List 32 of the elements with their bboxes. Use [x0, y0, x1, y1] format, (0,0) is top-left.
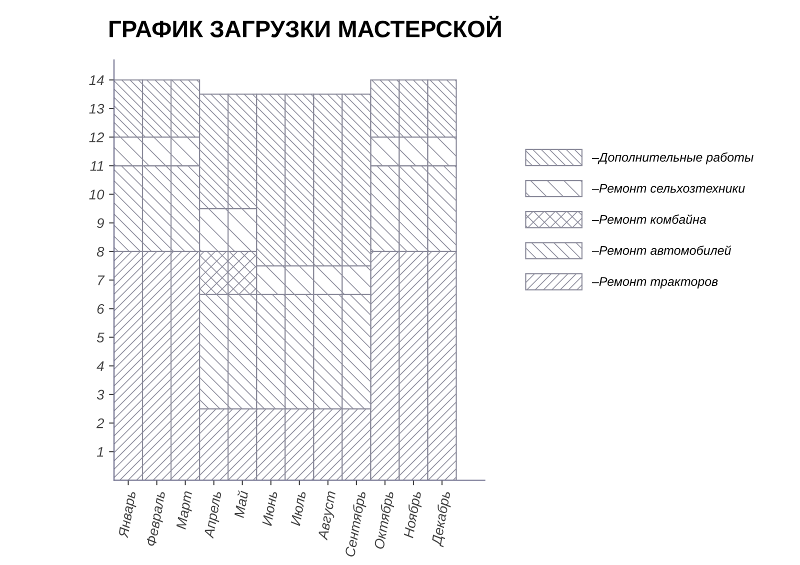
- y-tick-label: 14: [89, 75, 104, 85]
- y-tick-label: 12: [89, 132, 104, 142]
- y-tick-label: 1: [96, 447, 104, 457]
- chart-title: ГРАФИК ЗАГРУЗКИ МАСТЕРСКОЙ: [110, 16, 501, 38]
- x-tick-label: Май: [233, 490, 248, 518]
- y-tick-label: 10: [89, 190, 104, 200]
- y-tick-label: 13: [89, 104, 104, 114]
- y-tick-label: 9: [97, 218, 104, 228]
- x-tick-label: Сентябрь: [344, 490, 369, 558]
- x-tick-label: Декабрь: [430, 490, 454, 548]
- y-tick-label: 2: [96, 418, 104, 428]
- y-tick-label: 6: [97, 304, 104, 314]
- y-tick-label: 5: [96, 332, 104, 342]
- x-tick-label: Ноябрь: [402, 490, 424, 539]
- legend-label: –Ремонт сельхозтехники: [592, 184, 745, 193]
- y-tick-label: 4: [96, 361, 104, 371]
- legend-label: –Ремонт тракторов: [592, 277, 718, 288]
- x-tick-label: Июнь: [262, 490, 278, 526]
- x-tick-label: Январь: [118, 490, 139, 539]
- x-tick-label: Февраль: [146, 490, 168, 547]
- legend-label: –Дополнительные работы: [592, 152, 754, 164]
- y-tick-label: 7: [98, 276, 105, 286]
- y-tick-label: 3: [96, 390, 104, 400]
- y-tick-label: 11: [90, 161, 104, 171]
- legend-label: –Ремонт автомобилей: [592, 246, 731, 255]
- x-tick-label: Март: [176, 490, 195, 530]
- y-tick-label: 8: [96, 246, 104, 257]
- x-tick-label: Апрель: [204, 490, 224, 540]
- legend-label: –Ремонт комбайна: [592, 214, 706, 224]
- x-tick-label: Август: [318, 490, 338, 541]
- x-tick-label: Июль: [290, 490, 306, 526]
- x-tick-label: Октябрь: [374, 490, 396, 550]
